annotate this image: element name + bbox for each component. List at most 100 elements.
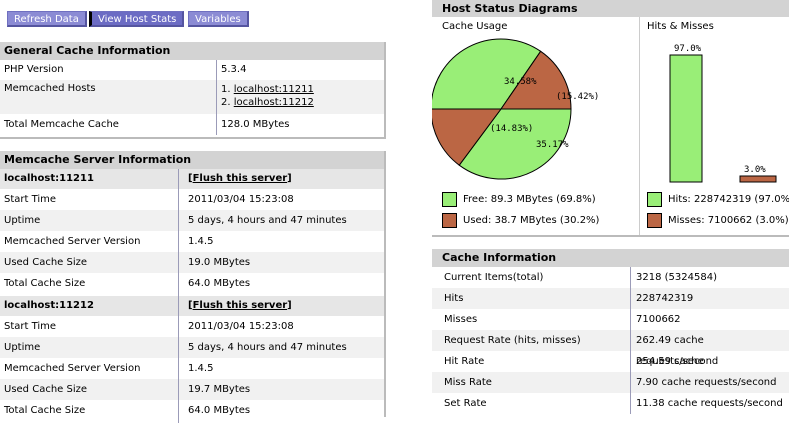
flush-server-link[interactable]: [Flush this server] bbox=[188, 300, 292, 311]
pie-slice-used-1 bbox=[500, 50, 572, 110]
cache-stat-value: 262.49 cache requests/second bbox=[636, 335, 719, 367]
hits-legend-label: Hits: 228742319 (97.0%) bbox=[668, 194, 789, 205]
server-stat-label: Total Cache Size bbox=[4, 405, 86, 416]
pie-slice-used-2 bbox=[432, 108, 502, 166]
hits-swatch bbox=[647, 192, 662, 207]
table-row: Start Time 2011/03/04 15:23:08 bbox=[0, 189, 384, 210]
misses-bar bbox=[739, 175, 777, 183]
server-info-table: Memcache Server Information localhost:11… bbox=[0, 151, 386, 423]
pie-label: 35.17% bbox=[536, 140, 569, 150]
host2-link[interactable]: localhost:11212 bbox=[233, 97, 314, 108]
server-stat-value: 1.4.5 bbox=[188, 236, 214, 247]
server-stat-value: 5 days, 4 hours and 47 minutes bbox=[188, 215, 347, 226]
server-header-row: localhost:11212 [Flush this server] bbox=[0, 296, 384, 316]
general-cache-title: General Cache Information bbox=[0, 42, 384, 60]
cache-stat-label: Current Items(total) bbox=[444, 272, 544, 283]
misses-legend-label: Misses: 7100662 (3.0%) bbox=[668, 215, 789, 226]
pie-slice-free-2 bbox=[458, 108, 572, 180]
free-legend-label: Free: 89.3 MBytes (69.8%) bbox=[463, 194, 596, 205]
misses-swatch bbox=[647, 213, 662, 228]
hits-misses-bars: 97.0% 3.0% bbox=[669, 44, 777, 183]
server-header-row: localhost:11211 [Flush this server] bbox=[0, 169, 384, 189]
table-row: Hit Rate 254.59 cache requests/second bbox=[432, 351, 789, 388]
used-legend-label: Used: 38.7 MBytes (30.2%) bbox=[463, 215, 600, 226]
server-stat-value: 19.0 MBytes bbox=[188, 257, 251, 268]
table-row: Set Rate 11.38 cache requests/second bbox=[432, 393, 789, 414]
total-cache-label: Total Memcache Cache bbox=[4, 119, 119, 130]
variables-button[interactable]: Variables bbox=[188, 11, 249, 27]
server-stat-label: Used Cache Size bbox=[4, 384, 88, 395]
free-swatch bbox=[442, 192, 457, 207]
server-stat-label: Uptime bbox=[4, 215, 41, 226]
bar-label: 97.0% bbox=[674, 44, 702, 54]
cache-stat-label: Misses bbox=[444, 314, 478, 325]
cache-stat-value: 11.38 cache requests/second bbox=[636, 398, 783, 409]
table-row: Start Time 2011/03/04 15:23:08 bbox=[0, 316, 384, 337]
cache-stat-label: Hit Rate bbox=[444, 356, 485, 367]
pie-label: (15.42%) bbox=[556, 92, 599, 102]
server-stat-label: Start Time bbox=[4, 321, 57, 332]
cache-stat-value: 228742319 bbox=[636, 293, 694, 304]
php-version-label: PHP Version bbox=[4, 64, 64, 75]
table-row: Memcached Hosts 1. localhost:11211 2. lo… bbox=[0, 80, 384, 114]
cache-stat-value: 3218 (5324584) bbox=[636, 272, 717, 283]
cache-stat-value: 7100662 bbox=[636, 314, 681, 325]
server-stat-label: Memcached Server Version bbox=[4, 236, 141, 247]
server-stat-label: Used Cache Size bbox=[4, 257, 88, 268]
server-stat-label: Start Time bbox=[4, 194, 57, 205]
table-row: Total Memcache Cache 128.0 MBytes bbox=[0, 114, 384, 135]
cache-stat-label: Request Rate (hits, misses) bbox=[444, 335, 581, 346]
server-stat-label: Total Cache Size bbox=[4, 278, 86, 289]
cache-usage-pie: 34.58% (15.42%) (14.83%)35.17% bbox=[432, 38, 599, 180]
cache-stat-label: Hits bbox=[444, 293, 464, 304]
server-stat-label: Uptime bbox=[4, 342, 41, 353]
table-row: Misses 7100662 bbox=[432, 309, 789, 330]
pie-label: 34.58% bbox=[504, 77, 537, 87]
table-row: Memcached Server Version 1.4.5 bbox=[0, 231, 384, 252]
table-row: Used Cache Size 19.0 MBytes bbox=[0, 252, 384, 273]
table-row: Uptime 5 days, 4 hours and 47 minutes bbox=[0, 337, 384, 358]
php-version-value: 5.3.4 bbox=[221, 64, 247, 75]
legend-free: Free: 89.3 MBytes (69.8%) bbox=[442, 192, 596, 207]
bar-label: 3.0% bbox=[744, 165, 766, 175]
hits-bar bbox=[669, 54, 703, 183]
table-row: Request Rate (hits, misses) 262.49 cache… bbox=[432, 330, 789, 367]
server-name: localhost:11211 bbox=[4, 173, 94, 184]
general-cache-table: General Cache Information PHP Version 5.… bbox=[0, 42, 386, 139]
table-row: Hits 228742319 bbox=[432, 288, 789, 309]
flush-server-link[interactable]: [Flush this server] bbox=[188, 173, 292, 184]
server-stat-value: 64.0 MBytes bbox=[188, 405, 251, 416]
cache-info-table: Cache Information Current Items(total) 3… bbox=[432, 249, 789, 417]
table-row: Miss Rate 7.90 cache requests/second bbox=[432, 372, 789, 393]
server-stat-value: 5 days, 4 hours and 47 minutes bbox=[188, 342, 347, 353]
memcached-hosts-value: 1. localhost:11211 2. localhost:11212 bbox=[221, 84, 314, 108]
view-host-stats-button[interactable]: View Host Stats bbox=[89, 11, 185, 27]
host1-link[interactable]: localhost:11211 bbox=[233, 84, 314, 95]
refresh-data-button[interactable]: Refresh Data bbox=[7, 11, 87, 27]
total-cache-value: 128.0 MBytes bbox=[221, 119, 290, 130]
server-stat-value: 64.0 MBytes bbox=[188, 278, 251, 289]
table-row: Total Cache Size 64.0 MBytes bbox=[0, 273, 384, 296]
host-status-diagrams: Host Status Diagrams Cache Usage Hits & … bbox=[432, 0, 789, 237]
cache-stat-label: Miss Rate bbox=[444, 377, 492, 388]
server-stat-value: 2011/03/04 15:23:08 bbox=[188, 194, 294, 205]
memcached-hosts-label: Memcached Hosts bbox=[4, 83, 96, 94]
legend-hits: Hits: 228742319 (97.0%) bbox=[647, 192, 789, 207]
table-row: Uptime 5 days, 4 hours and 47 minutes bbox=[0, 210, 384, 231]
legend-misses: Misses: 7100662 (3.0%) bbox=[647, 213, 789, 228]
diagrams-title: Host Status Diagrams bbox=[432, 0, 789, 17]
cache-info-title: Cache Information bbox=[432, 249, 789, 267]
cache-usage-label: Cache Usage bbox=[442, 21, 508, 32]
cache-stat-value: 7.90 cache requests/second bbox=[636, 377, 777, 388]
pie-label: (14.83%) bbox=[490, 124, 533, 134]
server-stat-label: Memcached Server Version bbox=[4, 363, 141, 374]
server-stat-value: 1.4.5 bbox=[188, 363, 214, 374]
server-name: localhost:11212 bbox=[4, 300, 94, 311]
table-row: Used Cache Size 19.7 MBytes bbox=[0, 379, 384, 400]
pie-slice-free-1 bbox=[432, 38, 542, 110]
used-swatch bbox=[442, 213, 457, 228]
hits-misses-label: Hits & Misses bbox=[647, 21, 714, 32]
table-row: PHP Version 5.3.4 bbox=[0, 60, 384, 80]
legend-used: Used: 38.7 MBytes (30.2%) bbox=[442, 213, 599, 228]
server-stat-value: 19.7 MBytes bbox=[188, 384, 251, 395]
